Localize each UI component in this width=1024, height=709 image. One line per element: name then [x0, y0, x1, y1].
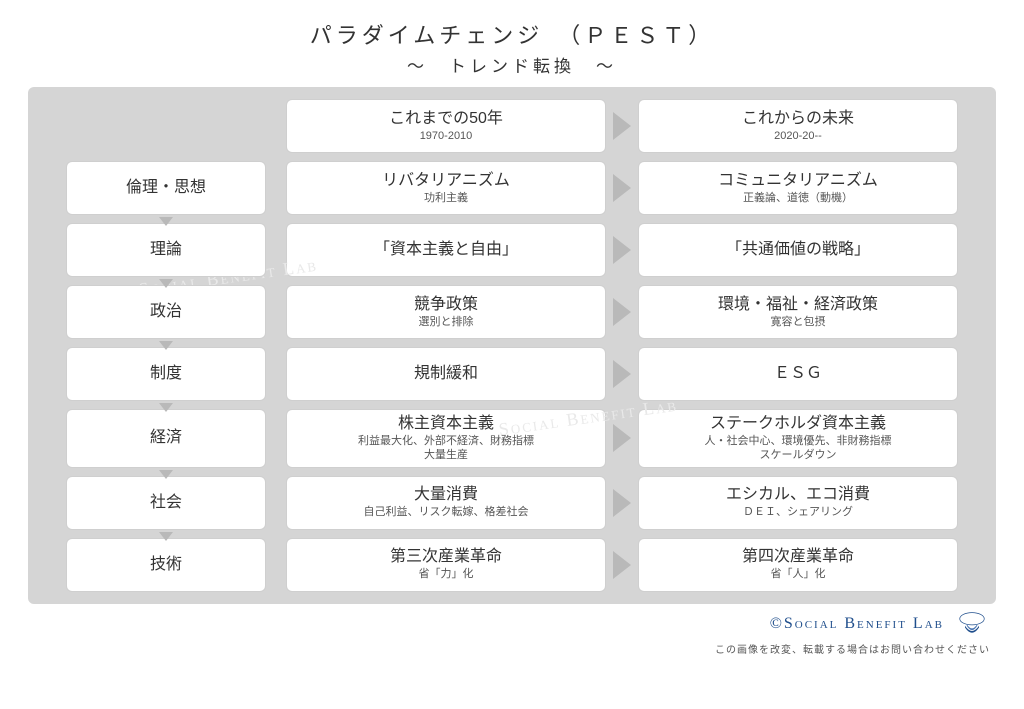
past-cell-main: 規制緩和: [414, 364, 478, 384]
page-title: パラダイムチェンジ （ＰＥＳＴ）: [28, 18, 996, 50]
category-label: 倫理・思想: [126, 178, 206, 198]
category-label: 理論: [150, 240, 182, 260]
chevron-down-icon: [159, 217, 173, 226]
category-label: 社会: [150, 493, 182, 513]
arrow-right: [606, 409, 638, 468]
chevron-right-icon: [613, 424, 631, 452]
page-subtitle: ～ トレンド転換 ～: [28, 52, 996, 77]
past-cell-main: 株主資本主義: [398, 414, 494, 434]
past-cell-main: 第三次産業革命: [390, 547, 502, 567]
category-cell: 社会: [66, 476, 266, 530]
arrow-right: [606, 285, 638, 339]
category-cell: 経済: [66, 409, 266, 468]
chevron-down-icon: [159, 532, 173, 541]
past-cell-sub: 省「力」化: [419, 568, 474, 582]
column-header-future-title: これからの未来: [742, 109, 854, 129]
category-cell: 技術: [66, 538, 266, 592]
future-cell-sub: 人・社会中心、環境優先、非財務指標 スケールダウン: [705, 435, 892, 463]
future-cell-main: ＥＳＧ: [774, 364, 822, 384]
future-cell-main: 第四次産業革命: [742, 547, 854, 567]
future-cell-main: エシカル、エコ消費: [726, 485, 870, 505]
footer: ©Social Benefit Lab この画像を改変、転載する場合はお問い合わ…: [28, 610, 996, 656]
future-cell-main: ステークホルダ資本主義: [710, 414, 886, 434]
category-cell: 理論: [66, 223, 266, 277]
copyright-line: ©Social Benefit Lab: [770, 610, 990, 638]
past-cell-sub: 自己利益、リスク転嫁、格差社会: [364, 506, 529, 520]
future-cell-main: コミュニタリアニズム: [718, 171, 878, 191]
chevron-right-icon: [613, 236, 631, 264]
future-cell-sub: 正義論、道徳（動機）: [743, 192, 853, 206]
past-cell-main: 「資本主義と自由」: [374, 240, 518, 260]
copyright-text: ©Social Benefit Lab: [770, 615, 944, 633]
future-cell: エシカル、エコ消費ＤＥＩ、シェアリング: [638, 476, 958, 530]
arrow-right: [606, 223, 638, 277]
future-cell-sub: 寛容と包摂: [771, 316, 826, 330]
chevron-right-icon: [613, 489, 631, 517]
future-cell-sub: 省「人」化: [771, 568, 826, 582]
future-cell-sub: ＤＥＩ、シェアリング: [743, 506, 853, 520]
category-cell: 制度: [66, 347, 266, 401]
title-block: パラダイムチェンジ （ＰＥＳＴ） ～ トレンド転換 ～: [28, 18, 996, 77]
arrow-right-header: [606, 99, 638, 153]
past-cell: 第三次産業革命省「力」化: [286, 538, 606, 592]
future-cell: 「共通価値の戦略」: [638, 223, 958, 277]
past-cell: 株主資本主義利益最大化、外部不経済、財務指標 大量生産: [286, 409, 606, 468]
future-cell: コミュニタリアニズム正義論、道徳（動機）: [638, 161, 958, 215]
future-cell-main: 環境・福祉・経済政策: [718, 295, 878, 315]
past-cell: 競争政策選別と排除: [286, 285, 606, 339]
future-cell: ステークホルダ資本主義人・社会中心、環境優先、非財務指標 スケールダウン: [638, 409, 958, 468]
past-cell-sub: 利益最大化、外部不経済、財務指標 大量生産: [358, 435, 534, 463]
future-cell: ＥＳＧ: [638, 347, 958, 401]
past-cell: 大量消費自己利益、リスク転嫁、格差社会: [286, 476, 606, 530]
chevron-right-icon: [613, 112, 631, 140]
arrow-right: [606, 538, 638, 592]
comparison-grid-frame: Social Benefit Lab Social Benefit Lab これ…: [28, 87, 996, 604]
past-cell-sub: 選別と排除: [419, 316, 474, 330]
category-label: 経済: [150, 428, 182, 448]
arrow-right: [606, 161, 638, 215]
past-cell-main: 競争政策: [414, 295, 478, 315]
brand-logo-icon: [954, 610, 990, 638]
category-cell: 倫理・思想: [66, 161, 266, 215]
chevron-down-icon: [159, 341, 173, 350]
chevron-right-icon: [613, 360, 631, 388]
column-header-future: これからの未来 2020-20--: [638, 99, 958, 153]
past-cell: 規制緩和: [286, 347, 606, 401]
past-cell-sub: 功利主義: [424, 192, 468, 206]
comparison-grid: これまでの50年 1970-2010 これからの未来 2020-20-- 倫理・…: [38, 99, 986, 592]
category-label: 制度: [150, 364, 182, 384]
chevron-down-icon: [159, 470, 173, 479]
category-label: 政治: [150, 302, 182, 322]
chevron-down-icon: [159, 403, 173, 412]
footer-note: この画像を改変、転載する場合はお問い合わせください: [715, 641, 990, 656]
column-header-future-range: 2020-20--: [774, 130, 822, 144]
column-header-past: これまでの50年 1970-2010: [286, 99, 606, 153]
arrow-right: [606, 476, 638, 530]
past-cell-main: 大量消費: [414, 485, 478, 505]
arrow-right: [606, 347, 638, 401]
chevron-right-icon: [613, 298, 631, 326]
grid-corner-spacer: [66, 99, 266, 153]
chevron-down-icon: [159, 279, 173, 288]
column-header-past-title: これまでの50年: [389, 109, 503, 129]
future-cell: 第四次産業革命省「人」化: [638, 538, 958, 592]
past-cell-main: リバタリアニズム: [382, 171, 510, 191]
chevron-right-icon: [613, 174, 631, 202]
future-cell: 環境・福祉・経済政策寛容と包摂: [638, 285, 958, 339]
column-header-past-range: 1970-2010: [420, 130, 473, 144]
category-cell: 政治: [66, 285, 266, 339]
past-cell: 「資本主義と自由」: [286, 223, 606, 277]
category-label: 技術: [150, 555, 182, 575]
past-cell: リバタリアニズム功利主義: [286, 161, 606, 215]
future-cell-main: 「共通価値の戦略」: [726, 240, 870, 260]
chevron-right-icon: [613, 551, 631, 579]
